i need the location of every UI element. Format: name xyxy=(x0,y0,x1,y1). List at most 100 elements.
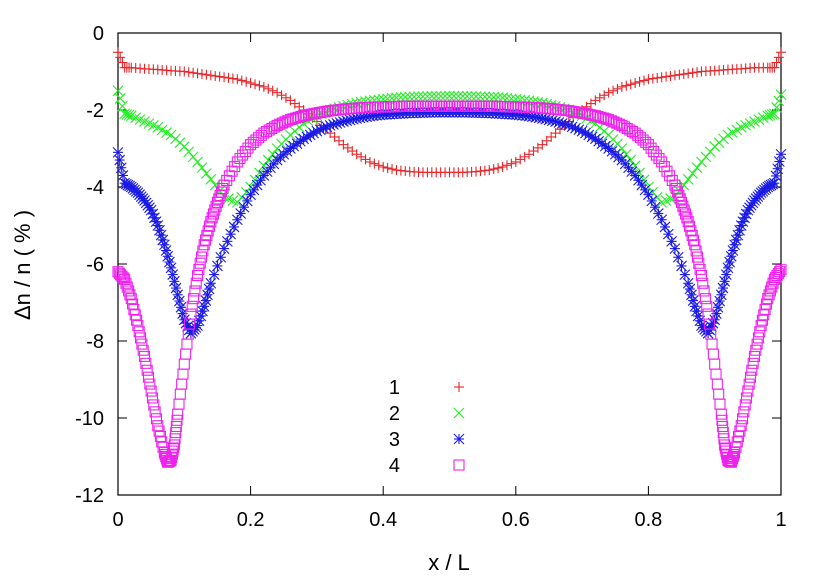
data-point-interp xyxy=(215,251,227,263)
data-point xyxy=(768,177,780,189)
data-point-interp xyxy=(488,164,499,175)
data-point-interp xyxy=(173,295,185,307)
data-point xyxy=(179,66,190,77)
data-point-interp xyxy=(356,151,367,162)
data-point-interp xyxy=(690,245,702,257)
data-point-interp xyxy=(488,91,500,103)
data-point-interp xyxy=(166,451,178,463)
x-tick-label: 0.8 xyxy=(634,509,662,531)
data-point-interp xyxy=(717,420,729,433)
data-point-interp xyxy=(519,151,530,162)
data-point-interp xyxy=(207,208,220,220)
data-point-interp xyxy=(214,71,225,82)
data-point-interp xyxy=(687,168,698,179)
legend-item-3: 3 xyxy=(389,429,465,451)
data-point-interp xyxy=(774,266,786,278)
data-point-interp xyxy=(254,80,265,91)
data-point-interp xyxy=(167,445,179,457)
data-point-interp xyxy=(210,200,222,212)
data-point-interp xyxy=(691,162,703,174)
data-point xyxy=(351,149,362,160)
data-point xyxy=(497,161,508,172)
data-point-interp xyxy=(267,85,278,96)
data-point-interp xyxy=(692,67,703,78)
data-point xyxy=(669,243,681,254)
data-point-interp xyxy=(493,163,504,174)
data-point-interp xyxy=(712,301,724,313)
axes-layer: 0 0.2 0.4 0.6 0.8 1 0 -2 -4 -6 -8 -10 -12 xyxy=(75,23,786,531)
data-point-interp xyxy=(136,338,148,350)
data-point-interp xyxy=(515,154,526,165)
data-point-interp xyxy=(711,378,723,390)
series-4 xyxy=(112,100,787,468)
data-point-interp xyxy=(720,269,732,280)
data-point xyxy=(683,68,694,79)
data-point-interp xyxy=(291,138,303,150)
data-point-interp xyxy=(413,91,424,103)
data-point xyxy=(112,146,124,158)
data-point-interp xyxy=(770,170,782,182)
legend-label: 2 xyxy=(389,403,400,425)
data-point-interp xyxy=(665,70,676,81)
data-point-interp xyxy=(772,268,784,280)
data-point-interp xyxy=(422,91,433,102)
data-point-interp xyxy=(186,300,198,312)
legend-label: 1 xyxy=(389,377,400,399)
data-point-interp xyxy=(697,277,709,289)
data-point xyxy=(112,85,124,97)
data-point-interp xyxy=(267,148,279,160)
data-point xyxy=(748,350,761,362)
data-point-interp xyxy=(612,83,623,94)
data-point-interp xyxy=(195,251,208,263)
data-point-interp xyxy=(170,282,182,294)
x-tick-label: 0.2 xyxy=(237,509,265,531)
y-tick-label: -12 xyxy=(75,485,104,507)
data-point-interp xyxy=(681,212,693,224)
data-point xyxy=(178,358,190,370)
data-point-interp xyxy=(674,193,686,205)
data-point-interp xyxy=(223,72,234,83)
data-point xyxy=(776,47,786,58)
data-point-interp xyxy=(116,270,128,282)
data-point-interp xyxy=(719,275,731,287)
data-point-interp xyxy=(638,75,649,86)
data-point-interp xyxy=(426,90,438,102)
data-point xyxy=(172,289,184,301)
data-point-interp xyxy=(634,76,645,87)
data-point-interp xyxy=(276,90,287,101)
data-point-interp xyxy=(146,392,159,404)
data-point-interp xyxy=(117,170,129,181)
data-point-interp xyxy=(717,427,729,439)
data-point-interp xyxy=(726,454,738,466)
data-point-interp xyxy=(236,75,247,86)
data-point-interp xyxy=(115,52,126,63)
data-point-interp xyxy=(647,73,658,84)
data-point-interp xyxy=(250,79,261,90)
data-point xyxy=(205,216,217,228)
data-point xyxy=(483,91,495,103)
data-point-interp xyxy=(746,364,758,376)
data-point-interp xyxy=(189,285,201,297)
data-point-interp xyxy=(439,90,451,102)
data-point xyxy=(762,110,774,122)
data-point-interp xyxy=(736,413,749,425)
data-point xyxy=(603,87,614,98)
data-point-interp xyxy=(713,388,725,400)
y-tick-label: -2 xyxy=(86,100,104,122)
data-point-interp xyxy=(141,364,153,376)
data-point-interp xyxy=(193,263,205,275)
data-point-interp xyxy=(170,420,182,433)
data-point xyxy=(232,74,243,85)
data-point-interp xyxy=(117,57,128,68)
data-point xyxy=(669,70,680,81)
data-point xyxy=(113,47,123,58)
data-point-interp xyxy=(678,69,689,80)
data-point-interp xyxy=(170,427,182,439)
data-point xyxy=(132,320,144,332)
data-point xyxy=(768,108,780,120)
data-point-interp xyxy=(144,378,156,390)
x-tick-label: 0.6 xyxy=(502,509,530,531)
data-point-interp xyxy=(773,95,785,107)
data-point-interp xyxy=(706,338,718,350)
data-point-interp xyxy=(150,413,163,425)
